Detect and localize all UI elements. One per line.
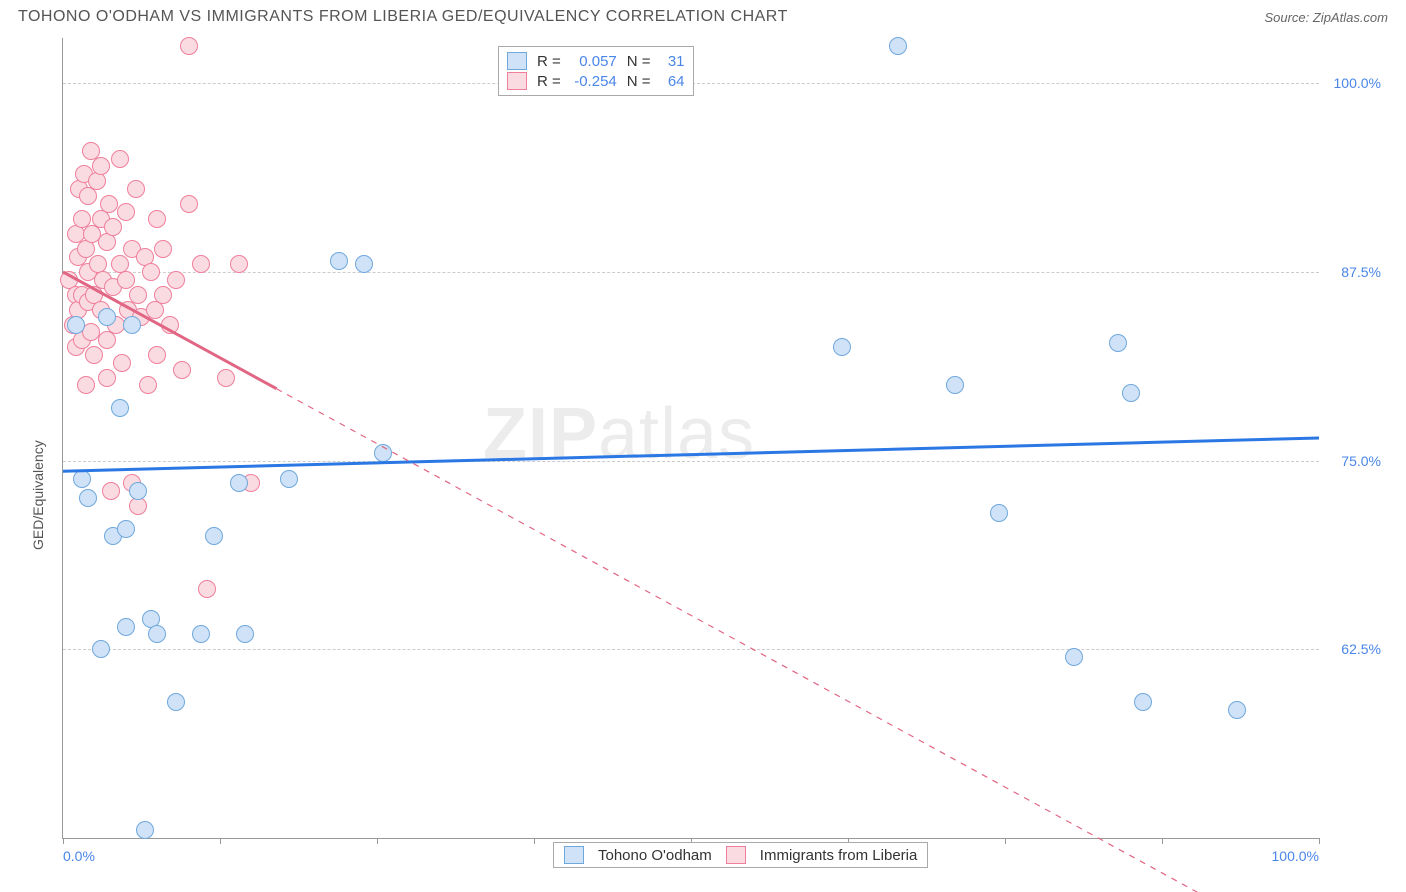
stat-row-tohono: R =0.057N =31 [507, 51, 685, 71]
chart-container: 62.5% 75.0% 87.5% 100.0% 0.0% 100.0% ZIPatlas R… [18, 30, 1388, 870]
data-point-tohono [355, 255, 373, 273]
x-tick [63, 838, 64, 844]
data-point-tohono [946, 376, 964, 394]
y-tick-label: 87.5% [1326, 264, 1381, 280]
data-point-liberia [148, 346, 166, 364]
data-point-liberia [180, 37, 198, 55]
stat-row-liberia: R =-0.254N =64 [507, 71, 685, 91]
data-point-tohono [117, 618, 135, 636]
chart-title: TOHONO O'ODHAM VS IMMIGRANTS FROM LIBERI… [18, 8, 788, 26]
data-point-liberia [161, 316, 179, 334]
plot-area: 62.5%75.0%87.5%100.0%0.0%100.0%ZIPatlasR… [62, 38, 1319, 839]
data-point-tohono [889, 37, 907, 55]
data-point-liberia [117, 203, 135, 221]
data-point-tohono [73, 470, 91, 488]
data-point-tohono [1122, 384, 1140, 402]
data-point-liberia [88, 172, 106, 190]
legend-swatch [726, 846, 746, 864]
legend-label: Immigrants from Liberia [760, 847, 918, 864]
data-point-tohono [79, 489, 97, 507]
data-point-tohono [98, 308, 116, 326]
x-tick [220, 838, 221, 844]
y-tick-label: 62.5% [1326, 641, 1381, 657]
data-point-tohono [1065, 648, 1083, 666]
data-point-tohono [236, 625, 254, 643]
data-point-liberia [217, 369, 235, 387]
x-tick-label: 0.0% [63, 848, 95, 864]
gridline [63, 649, 1319, 650]
data-point-tohono [111, 399, 129, 417]
x-tick [1319, 838, 1320, 844]
legend-label: Tohono O'odham [598, 847, 712, 864]
data-point-tohono [1134, 693, 1152, 711]
data-point-liberia [173, 361, 191, 379]
data-point-tohono [117, 520, 135, 538]
data-point-tohono [67, 316, 85, 334]
data-point-liberia [180, 195, 198, 213]
data-point-tohono [148, 625, 166, 643]
gridline [63, 461, 1319, 462]
data-point-liberia [100, 195, 118, 213]
watermark: ZIPatlas [483, 393, 755, 475]
data-point-liberia [154, 286, 172, 304]
data-point-tohono [192, 625, 210, 643]
data-point-liberia [113, 354, 131, 372]
legend-swatch [564, 846, 584, 864]
data-point-tohono [990, 504, 1008, 522]
data-point-tohono [123, 316, 141, 334]
data-point-liberia [129, 286, 147, 304]
y-tick-label: 100.0% [1326, 75, 1381, 91]
data-point-liberia [127, 180, 145, 198]
series-swatch [507, 72, 527, 90]
data-point-tohono [374, 444, 392, 462]
y-tick-label: 75.0% [1326, 453, 1381, 469]
data-point-liberia [167, 271, 185, 289]
x-tick-label: 100.0% [1272, 848, 1319, 864]
data-point-tohono [205, 527, 223, 545]
x-tick [377, 838, 378, 844]
x-tick [1005, 838, 1006, 844]
data-point-tohono [1109, 334, 1127, 352]
correlation-stats-box: R =0.057N =31R =-0.254N =64 [498, 46, 694, 96]
data-point-liberia [117, 271, 135, 289]
y-axis-label: GED/Equivalency [30, 440, 46, 550]
x-tick [1162, 838, 1163, 844]
series-swatch [507, 52, 527, 70]
series-legend: Tohono O'odham Immigrants from Liberia [553, 842, 928, 868]
data-point-liberia [77, 376, 95, 394]
data-point-liberia [98, 369, 116, 387]
gridline [63, 272, 1319, 273]
data-point-liberia [198, 580, 216, 598]
data-point-liberia [92, 157, 110, 175]
source-attribution: Source: ZipAtlas.com [1264, 10, 1388, 25]
data-point-liberia [192, 255, 210, 273]
data-point-tohono [92, 640, 110, 658]
data-point-liberia [230, 255, 248, 273]
data-point-tohono [129, 482, 147, 500]
data-point-tohono [167, 693, 185, 711]
header-bar: TOHONO O'ODHAM VS IMMIGRANTS FROM LIBERI… [0, 0, 1406, 30]
trend-lines [63, 38, 1319, 838]
data-point-liberia [142, 263, 160, 281]
data-point-liberia [102, 482, 120, 500]
data-point-tohono [136, 821, 154, 839]
data-point-tohono [1228, 701, 1246, 719]
data-point-liberia [111, 150, 129, 168]
data-point-liberia [139, 376, 157, 394]
data-point-tohono [833, 338, 851, 356]
data-point-liberia [85, 346, 103, 364]
data-point-tohono [330, 252, 348, 270]
data-point-liberia [148, 210, 166, 228]
data-point-tohono [280, 470, 298, 488]
data-point-liberia [154, 240, 172, 258]
data-point-liberia [104, 218, 122, 236]
x-tick [534, 838, 535, 844]
data-point-tohono [230, 474, 248, 492]
